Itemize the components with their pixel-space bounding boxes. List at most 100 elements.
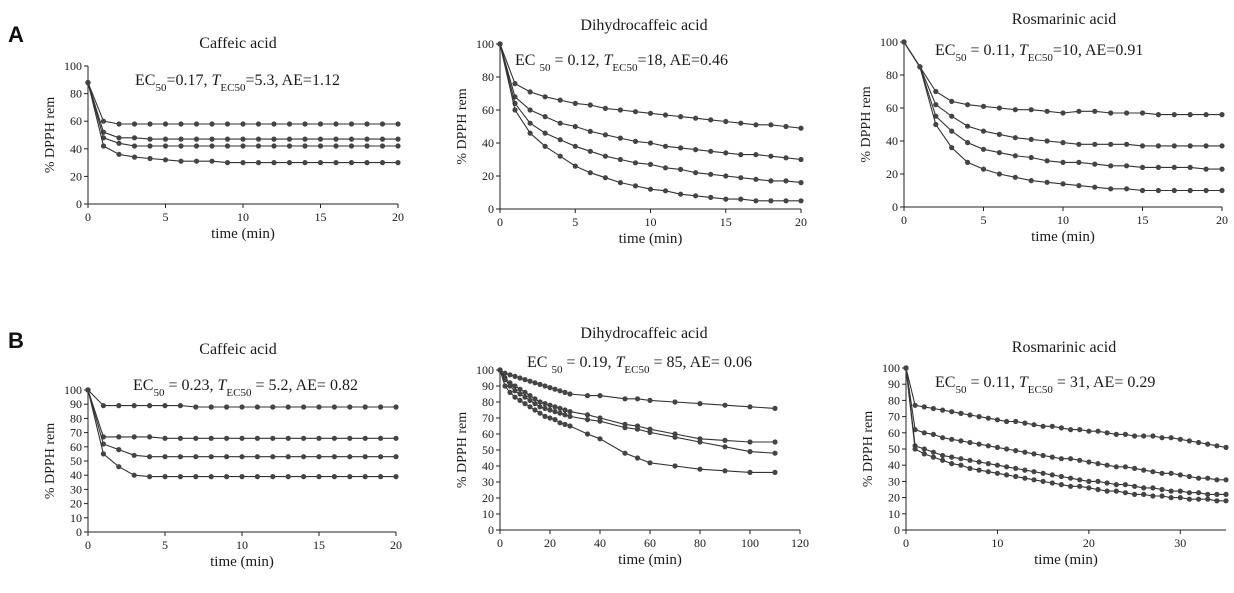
data-point xyxy=(772,450,778,456)
data-point xyxy=(116,151,122,157)
data-point xyxy=(147,136,153,142)
x-tick-label: 0 xyxy=(497,215,503,229)
data-point xyxy=(798,198,804,204)
data-point xyxy=(693,147,699,153)
data-point xyxy=(542,143,548,149)
data-point xyxy=(131,452,137,458)
annotation-part: = 5.2, AE= 0.82 xyxy=(251,377,358,394)
data-point xyxy=(557,137,563,143)
data-point xyxy=(1219,187,1225,194)
annotation-part: = 0.23, xyxy=(164,377,217,394)
annotation-part: EC xyxy=(135,72,155,89)
data-point xyxy=(537,399,543,405)
data-point xyxy=(1060,140,1066,146)
data-point xyxy=(1049,423,1055,429)
data-point xyxy=(254,435,260,441)
data-point xyxy=(572,143,578,149)
y-tick-label: 60 xyxy=(886,101,898,115)
data-point xyxy=(1155,112,1161,118)
x-tick-label: 120 xyxy=(791,536,809,550)
data-point xyxy=(1177,495,1183,501)
y-tick-label: 40 xyxy=(70,142,82,156)
data-point xyxy=(933,113,939,119)
data-point xyxy=(1028,136,1034,142)
data-point xyxy=(632,183,639,189)
panel-label-b: B xyxy=(8,328,24,353)
data-point xyxy=(193,435,199,441)
chart-title: Caffeic acid xyxy=(199,35,276,52)
data-point xyxy=(958,456,964,462)
data-point xyxy=(240,160,246,166)
data-point xyxy=(572,163,578,169)
data-point xyxy=(753,198,759,204)
data-point xyxy=(930,449,937,455)
data-point xyxy=(1139,143,1146,149)
data-point xyxy=(162,474,168,480)
x-tick-label: 100 xyxy=(741,536,759,550)
data-point xyxy=(542,401,548,407)
data-point xyxy=(933,102,939,108)
data-point xyxy=(678,191,684,197)
data-point xyxy=(547,415,553,421)
data-point xyxy=(507,389,513,395)
data-point xyxy=(632,160,639,166)
data-point xyxy=(347,404,353,410)
data-point xyxy=(254,404,260,410)
data-point xyxy=(1150,469,1156,475)
data-point xyxy=(1068,456,1074,462)
data-point xyxy=(1223,477,1229,483)
data-point xyxy=(994,470,1001,476)
data-point xyxy=(1171,164,1177,170)
data-point xyxy=(178,121,184,127)
data-point xyxy=(301,404,307,410)
data-point xyxy=(1104,462,1110,468)
annotation-part: 50 xyxy=(539,62,551,74)
data-point xyxy=(1028,154,1034,161)
data-point xyxy=(193,121,200,127)
x-tick-label: 40 xyxy=(594,536,606,550)
data-point xyxy=(1092,184,1098,190)
data-point xyxy=(1113,488,1119,494)
data-point xyxy=(1186,438,1192,444)
data-point xyxy=(317,136,324,142)
x-axis-label: time (min) xyxy=(211,226,275,242)
data-point xyxy=(1159,493,1165,499)
data-point xyxy=(798,180,804,186)
data-point xyxy=(147,121,153,127)
data-point xyxy=(379,121,386,127)
data-point xyxy=(1077,483,1083,489)
annotation-part: EC xyxy=(133,377,153,394)
data-point xyxy=(697,466,703,472)
data-point xyxy=(527,130,533,136)
data-point xyxy=(933,121,939,128)
data-point xyxy=(1150,493,1156,499)
data-point xyxy=(379,136,386,142)
data-point xyxy=(362,404,368,410)
data-point xyxy=(1031,469,1037,475)
data-point xyxy=(502,370,508,376)
data-point xyxy=(131,121,138,127)
y-tick-label: 10 xyxy=(70,511,82,525)
data-point xyxy=(617,180,624,186)
y-tick-label: 40 xyxy=(70,468,82,482)
x-axis-label: time (min) xyxy=(619,231,683,247)
annotation-part: EC50 xyxy=(220,82,246,94)
data-point xyxy=(131,472,137,478)
data-point xyxy=(1049,480,1055,486)
data-point xyxy=(738,152,744,158)
data-point xyxy=(1040,423,1046,429)
data-point xyxy=(647,397,653,403)
y-tick-label: 0 xyxy=(892,200,898,214)
chart-title: Dihydrocaffeic acid xyxy=(580,325,707,342)
data-point xyxy=(1086,478,1092,484)
data-point xyxy=(994,417,1001,423)
x-tick-label: 20 xyxy=(1216,213,1228,227)
data-point xyxy=(662,188,669,194)
data-point xyxy=(557,153,563,159)
y-tick-label: 100 xyxy=(476,363,494,377)
data-point xyxy=(967,457,973,463)
data-point xyxy=(772,405,778,411)
annotation-part: =10, AE=0.91 xyxy=(1053,42,1144,59)
annotation-part: = 31, AE= 0.29 xyxy=(1053,374,1156,391)
